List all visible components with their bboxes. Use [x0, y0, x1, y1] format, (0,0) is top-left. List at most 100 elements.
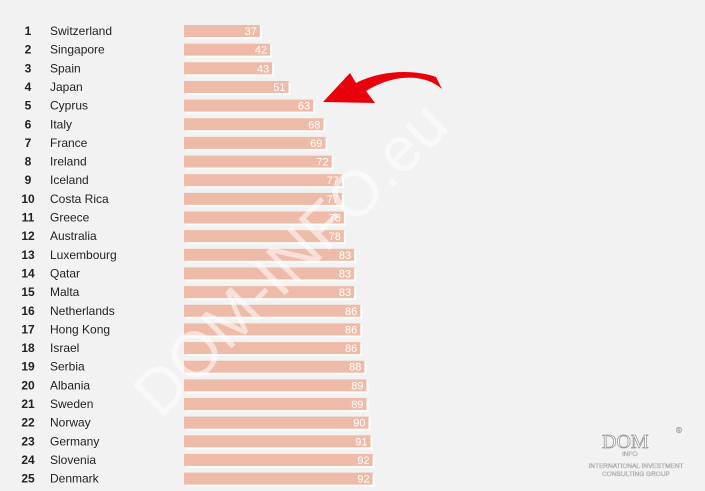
- country-label: Denmark: [50, 472, 100, 486]
- bar: [184, 155, 332, 168]
- bar-value-label: 83: [339, 287, 351, 299]
- country-label: Serbia: [50, 360, 85, 374]
- bar: [184, 99, 314, 112]
- country-label: Israel: [50, 341, 79, 355]
- bar-value-label: 77: [327, 194, 339, 206]
- bar: [184, 416, 369, 429]
- country-label: Italy: [50, 117, 72, 131]
- bar: [184, 43, 271, 56]
- bar: [184, 398, 367, 410]
- logo-line-2: CONSULTING GROUP: [602, 471, 670, 478]
- rank-label: 17: [21, 322, 35, 336]
- bar: [184, 25, 260, 37]
- rank-label: 3: [25, 61, 32, 75]
- bar-value-label: 69: [310, 138, 322, 150]
- bar-value-label: 83: [339, 250, 351, 262]
- bar-value-label: 92: [357, 474, 369, 486]
- rank-label: 23: [21, 434, 35, 448]
- rank-label: 13: [21, 248, 35, 262]
- bar-value-label: 92: [357, 455, 369, 467]
- bar-value-label: 86: [345, 324, 357, 336]
- bar: [184, 62, 273, 75]
- country-label: Japan: [50, 80, 83, 94]
- bar: [184, 80, 289, 93]
- rank-label: 6: [25, 117, 32, 131]
- bar-value-label: 91: [355, 436, 367, 448]
- bar: [184, 174, 342, 187]
- country-label: Qatar: [50, 266, 80, 280]
- rank-label: 7: [25, 136, 32, 150]
- bar: [184, 118, 324, 131]
- country-label: Costa Rica: [50, 192, 109, 206]
- bar-value-label: 77: [327, 175, 339, 187]
- bar: [184, 248, 355, 261]
- bar: [184, 230, 344, 243]
- rank-label: 1: [25, 24, 32, 38]
- bar-value-label: 63: [298, 101, 310, 113]
- bar-value-label: 68: [308, 119, 320, 131]
- country-label: Ireland: [50, 155, 87, 169]
- country-label: Albania: [50, 378, 90, 392]
- bar-value-label: 89: [351, 380, 363, 392]
- rank-label: 15: [21, 285, 35, 299]
- rank-label: 19: [21, 360, 35, 374]
- bar: [184, 304, 361, 317]
- bar-value-label: 89: [351, 399, 363, 411]
- logo-subtitle: INFO: [622, 451, 638, 458]
- rank-label: 11: [22, 211, 35, 225]
- logo-line-1: INTERNATIONAL INVESTMENT: [589, 463, 684, 470]
- bar: [184, 379, 367, 392]
- country-label: Australia: [50, 229, 97, 243]
- bar-value-label: 86: [345, 343, 357, 355]
- rank-label: 8: [25, 155, 32, 169]
- bar-value-label: 90: [353, 418, 365, 430]
- rank-label: 2: [25, 43, 32, 57]
- rank-label: 12: [21, 229, 35, 243]
- bar: [184, 453, 373, 466]
- rank-label: 25: [21, 472, 35, 486]
- country-label: Cyprus: [50, 99, 88, 113]
- rank-label: 20: [21, 378, 35, 392]
- country-label: Iceland: [50, 173, 89, 187]
- bar: [184, 267, 355, 280]
- rank-label: 16: [21, 304, 35, 318]
- rank-label: 18: [21, 341, 35, 355]
- bar-value-label: 83: [339, 268, 351, 280]
- country-label: France: [50, 136, 88, 150]
- country-label: Slovenia: [50, 453, 96, 467]
- highlight-arrow: [323, 72, 442, 103]
- country-label: Spain: [50, 61, 81, 75]
- bar: [184, 360, 365, 373]
- chart-rows: 1 Switzerland 37 2 Singapore 42 3 Spain 43 4 Japan…: [21, 24, 375, 487]
- bar: [184, 435, 371, 448]
- country-label: Singapore: [50, 43, 105, 57]
- rank-label: 4: [25, 80, 32, 94]
- bar-value-label: 72: [316, 157, 328, 169]
- bar-value-label: 86: [345, 306, 357, 318]
- logo-registered-mark: ®: [676, 426, 682, 435]
- country-label: Luxembourg: [50, 248, 117, 262]
- bar: [184, 472, 373, 485]
- country-label: Switzerland: [50, 24, 112, 38]
- rank-label: 14: [21, 266, 35, 280]
- bar-value-label: 78: [329, 231, 341, 243]
- bar-value-label: 88: [349, 362, 361, 374]
- bar-value-label: 51: [273, 82, 285, 94]
- bar-value-label: 42: [255, 45, 267, 57]
- bar-value-label: 78: [329, 213, 341, 225]
- country-label: Sweden: [50, 397, 93, 411]
- country-label: Hong Kong: [50, 322, 110, 336]
- logo: DOM ® INFO INTERNATIONAL INVESTMENT CONS…: [588, 426, 684, 478]
- rank-label: 22: [21, 416, 35, 430]
- country-label: Germany: [50, 434, 99, 448]
- country-label: Malta: [50, 285, 80, 299]
- bar: [184, 136, 326, 149]
- rank-label: 21: [21, 397, 35, 411]
- bar-value-label: 37: [245, 26, 257, 38]
- bar: [184, 286, 355, 299]
- country-label: Norway: [50, 416, 91, 430]
- bar: [184, 211, 344, 224]
- logo-title: DOM: [602, 431, 649, 453]
- bar: [184, 323, 361, 336]
